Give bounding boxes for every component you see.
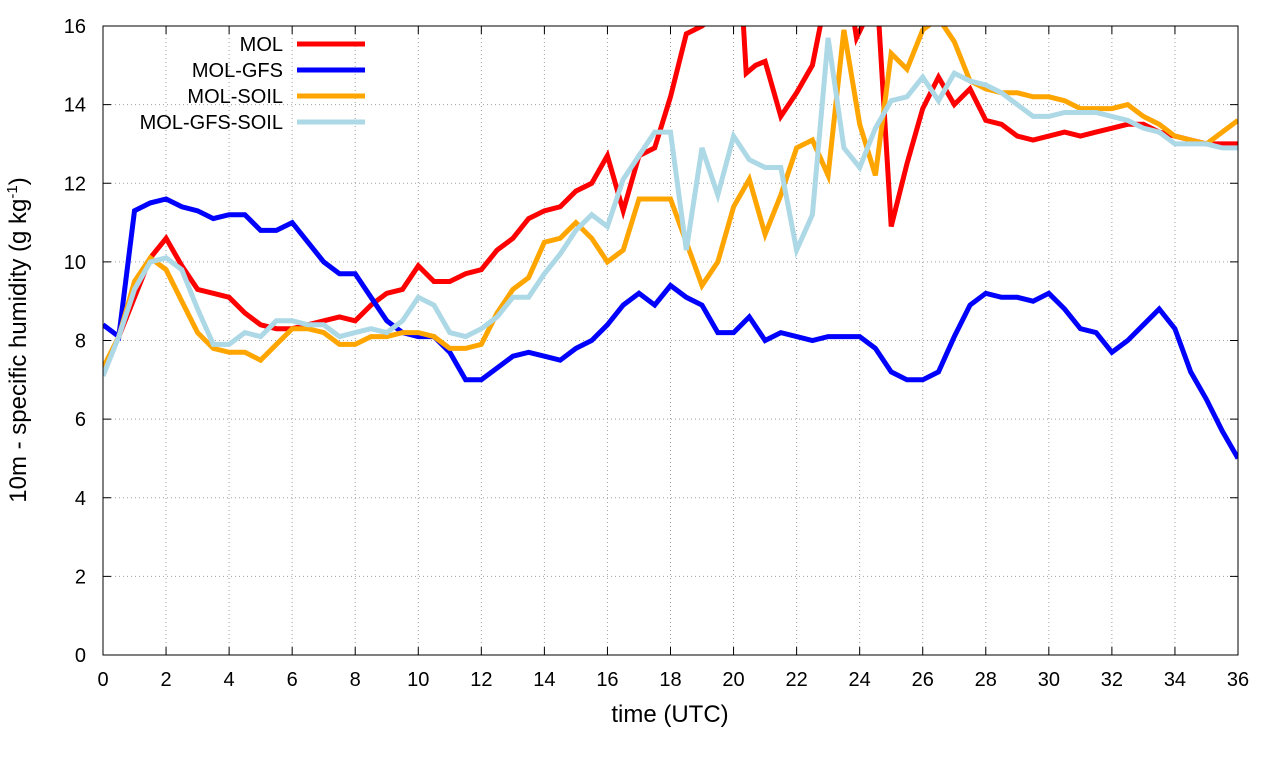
x-tick-label: 26 [912, 669, 934, 691]
y-tick-label: 16 [64, 16, 86, 38]
y-axis-title: 10m - specific humidity (g kg-1) [4, 177, 32, 502]
legend-label: MOL [240, 34, 283, 56]
x-tick-label: 24 [849, 669, 871, 691]
y-axis-title-tail: ) [5, 177, 32, 185]
x-tick-label: 30 [1038, 669, 1060, 691]
y-tick-label: 10 [64, 252, 86, 274]
y-tick-label: 0 [75, 645, 86, 667]
legend: MOL MOL-GFS MOL-SOIL MOL-GFS-SOIL [140, 34, 365, 134]
x-tick-label: 34 [1164, 669, 1186, 691]
series-line-mol-gfs-soil [103, 37, 1238, 377]
x-tick-label: 0 [97, 669, 108, 691]
x-tick-label: 18 [659, 669, 681, 691]
y-axis-title-sup: -1 [4, 185, 21, 198]
y-tick-label: 4 [75, 488, 86, 510]
x-tick-label: 8 [350, 669, 361, 691]
x-axis-tick-labels: 0 2 4 6 8 10 12 14 16 18 20 22 24 26 28 30 32 34 36 [97, 669, 1249, 691]
legend-label: MOL-SOIL [187, 86, 283, 108]
series-line-mol-soil [103, 26, 1238, 370]
x-tick-label: 32 [1101, 669, 1123, 691]
axis-ticks [102, 25, 1239, 656]
x-tick-label: 36 [1227, 669, 1249, 691]
x-tick-label: 10 [407, 669, 429, 691]
x-tick-label: 14 [533, 669, 555, 691]
series-line-mol-gfs [103, 196, 1238, 460]
y-tick-label: 2 [75, 566, 86, 588]
x-tick-label: 4 [224, 669, 235, 691]
series-layer [103, 26, 1238, 460]
y-axis-tick-labels: 0 2 4 6 8 10 12 14 16 [64, 16, 86, 667]
y-tick-label: 12 [64, 173, 86, 195]
x-tick-label: 20 [722, 669, 744, 691]
x-tick-label: 28 [975, 669, 997, 691]
legend-label: MOL-GFS [192, 60, 283, 82]
y-axis-title-main: 10m - specific humidity (g kg [5, 199, 32, 503]
x-tick-label: 6 [287, 669, 298, 691]
y-tick-label: 8 [75, 331, 86, 353]
x-tick-label: 2 [160, 669, 171, 691]
x-tick-label: 16 [596, 669, 618, 691]
y-tick-label: 14 [64, 95, 86, 117]
legend-label: MOL-GFS-SOIL [140, 112, 283, 134]
x-tick-label: 22 [785, 669, 807, 691]
y-tick-label: 6 [75, 409, 86, 431]
x-axis-title: time (UTC) [611, 701, 728, 728]
x-tick-label: 12 [470, 669, 492, 691]
